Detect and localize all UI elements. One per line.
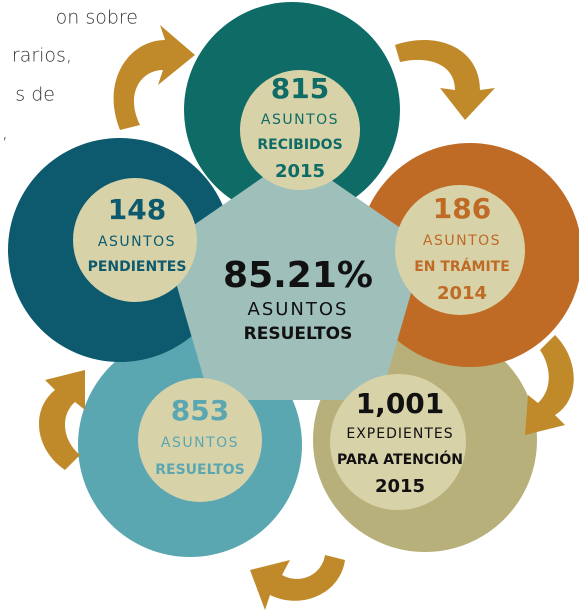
node-line: RESUELTOS [155,462,245,478]
node-line: ASUNTOS [423,233,501,249]
intro-line: rarios, [12,45,72,67]
arrow [38,370,85,470]
arrow [525,335,574,435]
node-number: 815 [271,72,329,105]
node-line: RECIBIDOS [257,137,342,153]
center-line: ASUNTOS [248,299,349,320]
node-number: 186 [433,192,491,225]
intro-line: s de [15,84,55,106]
center-pentagon [165,155,425,400]
node-number: 148 [108,193,166,226]
node-line: PENDIENTES [88,259,187,275]
node-received: 815 ASUNTOS RECIBIDOS 2015 [257,72,342,182]
arrows [38,25,574,610]
node-line: 2014 [437,283,487,304]
node-pending: 148 ASUNTOS PENDIENTES [88,193,187,275]
inner-circle [138,378,262,502]
inner-circle [395,185,525,315]
node-line: ASUNTOS [98,234,176,250]
node-files: 1,001 EXPEDIENTES PARA ATENCIÓN 2015 [337,387,463,497]
node-line: ASUNTOS [161,435,239,451]
node-line: 2015 [275,161,325,182]
node-number: 853 [171,394,229,427]
center: 85.21% ASUNTOS RESUELTOS [223,255,373,344]
center-value: 85.21% [223,255,373,296]
inner-circle [73,178,197,302]
node-line: PARA ATENCIÓN [337,450,463,468]
intro-line: on sobre [56,7,138,29]
node-line: 2015 [375,476,425,497]
arrow [113,25,195,130]
arrow [395,40,495,121]
node-in-process: 186 ASUNTOS EN TRÁMITE 2014 [414,192,510,304]
node-resolved: 853 ASUNTOS RESUELTOS [155,394,245,478]
node-line: EN TRÁMITE [414,258,510,275]
arrow [250,555,345,610]
node-line: ASUNTOS [261,112,339,128]
circles [8,2,579,557]
node-number: 1,001 [356,387,445,420]
node-line: EXPEDIENTES [346,426,453,442]
intro: on sobre rarios, s de , [2,7,138,144]
center-line: RESUELTOS [244,324,353,344]
intro-line: , [2,122,8,144]
inner-circle [240,70,360,190]
inner-circle [330,374,466,510]
